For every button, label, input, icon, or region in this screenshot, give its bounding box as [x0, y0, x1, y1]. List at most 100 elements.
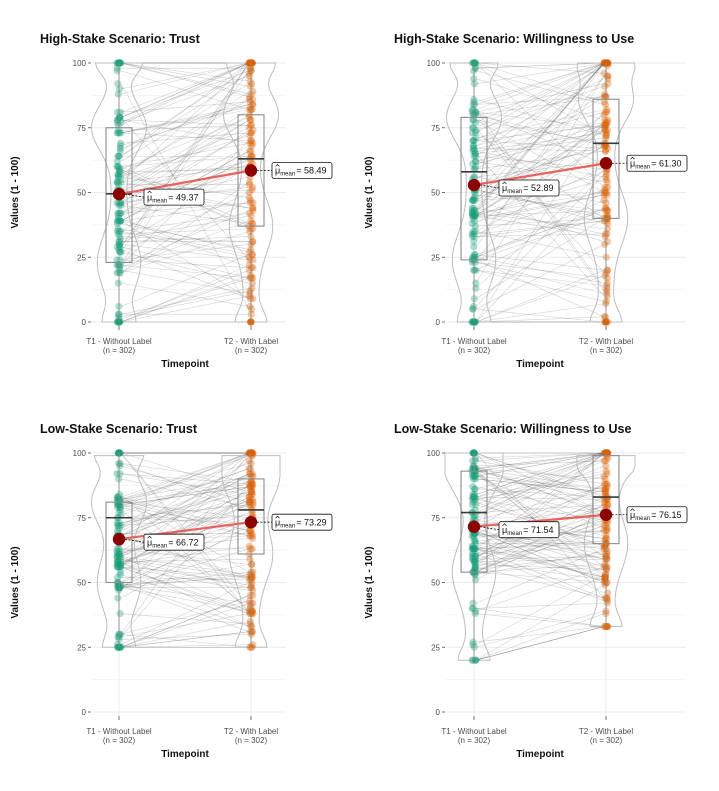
- paired-line: [120, 564, 250, 588]
- paired-line: [120, 556, 250, 576]
- data-point-t1: [471, 258, 479, 267]
- data-point-t1: [469, 490, 477, 499]
- data-point-t2: [246, 643, 254, 651]
- data-point-t2: [603, 622, 611, 631]
- data-point-t2: [603, 106, 611, 114]
- data-point-t1: [468, 204, 476, 212]
- paired-line: [120, 476, 250, 500]
- paired-line: [120, 117, 250, 170]
- data-point-t2: [246, 116, 255, 124]
- mean-label-t2: μmean= 73.29: [257, 513, 333, 531]
- paired-line: [475, 316, 605, 323]
- data-point-t2: [601, 573, 609, 581]
- mean-line: [118, 521, 252, 541]
- paired-line: [475, 145, 605, 186]
- paired-line: [475, 96, 605, 180]
- data-point-t1: [114, 594, 122, 602]
- data-point-t1: [116, 643, 124, 651]
- data-point-t1: [115, 240, 123, 248]
- paired-line: [120, 574, 250, 588]
- data-point-t2: [248, 95, 257, 103]
- data-point-t1: [471, 472, 479, 480]
- paired-line: [475, 551, 605, 576]
- data-point-t1: [469, 638, 477, 646]
- paired-line: [120, 486, 250, 506]
- paired-line: [120, 254, 250, 307]
- mean-label-box: [498, 521, 560, 539]
- y-axis-label: Values (1 - 100): [10, 546, 21, 618]
- data-point-t1: [472, 550, 480, 558]
- data-point-t1: [113, 178, 121, 186]
- data-point-t1: [469, 542, 477, 550]
- paired-line: [120, 535, 250, 581]
- paired-line: [120, 67, 250, 152]
- paired-line: [120, 525, 250, 599]
- paired-line: [120, 486, 250, 506]
- paired-line: [475, 626, 605, 643]
- mean-label-box: [143, 188, 205, 206]
- mean-value: = 71.54: [523, 525, 553, 535]
- paired-line: [120, 566, 250, 591]
- paired-line: [120, 246, 250, 279]
- data-point-t1: [116, 496, 124, 504]
- data-point-t2: [248, 106, 256, 114]
- data-point-t2: [246, 256, 254, 264]
- mean-point-t2: [599, 508, 613, 521]
- data-point-t1: [114, 230, 122, 238]
- data-point-t1: [470, 217, 479, 225]
- data-point-t2: [603, 563, 611, 571]
- paired-line: [475, 543, 605, 550]
- paired-line: [475, 548, 605, 599]
- data-point-t1: [116, 581, 124, 589]
- data-point-t1: [472, 501, 480, 509]
- mean-label-box: [271, 513, 333, 531]
- chart-title: High-Stake Scenario: Trust: [40, 32, 201, 46]
- paired-line: [120, 220, 250, 299]
- mean-point-t1: [467, 178, 481, 192]
- data-point-t1: [471, 609, 479, 618]
- data-point-t1: [114, 173, 122, 181]
- y-tick-label: 75: [77, 124, 86, 133]
- y-tick-label: 0: [436, 318, 441, 327]
- paired-line: [475, 218, 605, 299]
- paired-line: [475, 488, 605, 498]
- data-point-t1: [114, 261, 122, 269]
- paired-line: [475, 571, 605, 583]
- data-point-t1: [469, 464, 477, 473]
- paired-line: [475, 452, 605, 516]
- paired-line: [120, 181, 250, 274]
- paired-line: [475, 62, 605, 123]
- data-point-t2: [248, 578, 256, 587]
- paired-line: [120, 558, 250, 563]
- data-point-t2: [603, 284, 611, 292]
- paired-line: [475, 530, 605, 583]
- paired-line: [475, 62, 605, 211]
- data-point-t1: [471, 152, 480, 160]
- data-point-t1: [470, 173, 478, 181]
- data-point-t1: [114, 501, 123, 509]
- data-point-t1: [470, 493, 479, 501]
- data-point-t1: [114, 279, 122, 287]
- data-point-t2: [246, 545, 254, 553]
- data-point-t2: [604, 501, 612, 509]
- paired-line: [475, 122, 605, 149]
- data-point-t1: [116, 209, 124, 217]
- data-point-t2: [249, 183, 257, 191]
- data-point-t1: [114, 212, 122, 220]
- data-point-t2: [245, 178, 254, 186]
- paired-line: [475, 78, 605, 147]
- data-point-t2: [601, 188, 609, 197]
- paired-line: [475, 545, 605, 555]
- mean-value: = 66.72: [168, 537, 198, 547]
- data-point-t2: [248, 628, 257, 636]
- data-point-t1: [470, 496, 479, 504]
- data-point-t1: [470, 534, 478, 543]
- data-point-t2: [246, 287, 254, 295]
- data-point-t1: [114, 129, 123, 137]
- data-point-t1: [114, 643, 122, 651]
- data-point-t2: [601, 82, 609, 90]
- paired-line: [475, 478, 605, 493]
- data-point-t1: [116, 144, 124, 153]
- data-point-t1: [471, 553, 479, 561]
